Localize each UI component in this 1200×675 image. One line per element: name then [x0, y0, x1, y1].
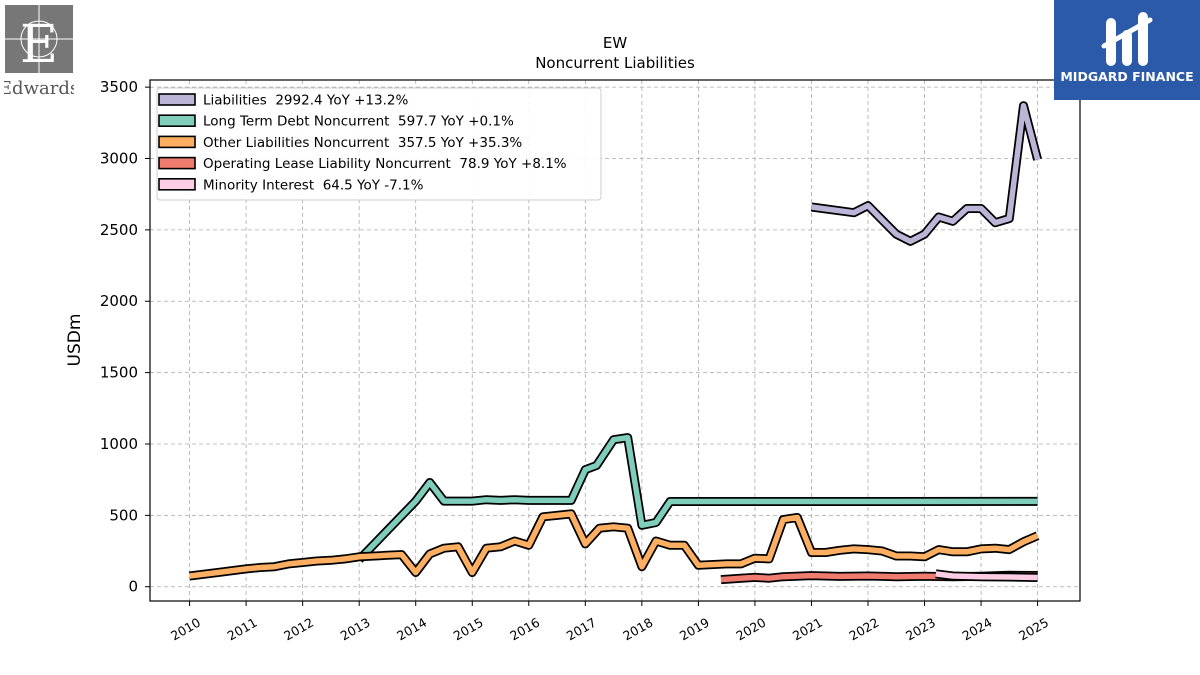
x-tick-label: 2019 [677, 615, 712, 644]
x-tick-label: 2024 [960, 615, 995, 644]
y-tick-label: 3500 [100, 78, 138, 96]
y-tick-label: 1000 [100, 435, 138, 453]
y-tick-label: 1500 [100, 364, 138, 382]
midgard-logo-mark: MIDGARD FINANCE [1060, 12, 1194, 84]
x-tick-label: 2018 [620, 615, 655, 644]
legend-label: Other Liabilities Noncurrent 357.5 YoY +… [203, 135, 522, 151]
x-tick-label: 2010 [168, 615, 203, 644]
legend-label: Operating Lease Liability Noncurrent 78.… [203, 156, 567, 172]
legend-label: Minority Interest 64.5 YoY -7.1% [203, 177, 424, 193]
legend-swatch [158, 178, 196, 191]
series-line [357, 434, 1038, 562]
x-tick-label: 2020 [733, 615, 768, 644]
chart-title: EW [603, 34, 627, 52]
series-minority-interest [935, 569, 1038, 582]
legend-label: Long Term Debt Noncurrent 597.7 YoY +0.1… [203, 114, 514, 130]
series-other-liabilities-noncurrent [189, 509, 1040, 581]
legend-swatch [158, 114, 196, 127]
legend-swatch [158, 156, 196, 170]
legend-item: Liabilities 2992.4 YoY +13.2% [158, 93, 408, 109]
x-tick-label: 2016 [507, 615, 542, 644]
legend-swatch [158, 93, 196, 106]
series-liabilities [810, 101, 1042, 246]
x-tick-label: 2012 [281, 615, 316, 644]
series-long-term-debt-noncurrent [355, 433, 1038, 563]
legend-item: Minority Interest 64.5 YoY -7.1% [158, 177, 424, 193]
legend: Liabilities 2992.4 YoY +13.2% Long Term D… [156, 87, 602, 201]
y-tick-label: 2000 [100, 292, 138, 310]
series-line [189, 511, 1039, 579]
svg-text:E: E [20, 15, 58, 75]
edwards-logo-text: Edwards [4, 78, 74, 99]
y-axis-label: USDm [65, 314, 85, 367]
series-line [811, 102, 1041, 245]
x-tick-label: 2017 [564, 615, 599, 644]
midgard-logo-text: MIDGARD FINANCE [1060, 69, 1193, 84]
chart-subtitle: Noncurrent Liabilities [535, 54, 695, 72]
edwards-logo: E Edwards [0, 4, 79, 100]
x-tick-label: 2013 [338, 615, 373, 644]
series-line [935, 571, 1038, 581]
legend-box [156, 87, 602, 201]
series-line-outline [189, 509, 1040, 581]
legend-swatch [158, 135, 196, 149]
series-lines [189, 101, 1042, 585]
legend-item: Long Term Debt Noncurrent 597.7 YoY +0.1… [158, 114, 514, 130]
plot-area-frame [149, 79, 1081, 602]
y-tick-label: 500 [109, 506, 138, 524]
edwards-logo-mark: E Edwards [0, 5, 79, 99]
legend-label: Liabilities 2992.4 YoY +13.2% [203, 93, 408, 109]
y-tick-label: 2500 [100, 221, 138, 239]
x-tick-label: 2023 [903, 615, 938, 644]
legend-item: Other Liabilities Noncurrent 357.5 YoY +… [158, 135, 522, 151]
y-tick-label: 0 [128, 578, 138, 596]
x-tick-label: 2014 [394, 615, 429, 644]
x-tick-label: 2022 [846, 615, 881, 644]
midgard-finance-logo: MIDGARD FINANCE [1054, 0, 1200, 100]
legend-item: Operating Lease Liability Noncurrent 78.… [158, 156, 567, 172]
y-tick-label: 3000 [100, 150, 138, 168]
x-tick-label: 2011 [225, 615, 260, 644]
x-tick-label: 2021 [790, 615, 825, 644]
x-tick-label: 2015 [451, 615, 486, 644]
x-tick-label: 2025 [1016, 615, 1051, 644]
